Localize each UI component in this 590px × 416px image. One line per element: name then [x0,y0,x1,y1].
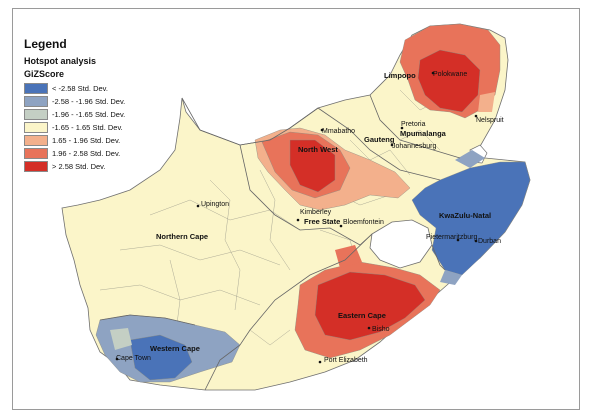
cape-town-marker [115,357,119,361]
label-western-cape: Western Cape [150,344,200,353]
legend-swatch [24,122,48,133]
legend: Legend Hotspot analysis GiZScore < -2.58… [24,37,125,173]
bloemfontein-marker [339,224,343,228]
coldspot-westerncape-core [129,334,193,381]
legend-item: -1.65 - 1.65 Std. Dev. [24,121,125,134]
legend-label: 1.65 - 1.96 Std. Dev. [52,136,121,145]
city-markers [115,71,478,364]
hotspot-easterncape-core [314,271,426,341]
legend-field-name: GiZScore [24,69,65,79]
label-gauteng: Gauteng [364,135,395,144]
label-johannesburg: Johannesburg [392,143,436,150]
label-pietermaritzburg: Pietermaritzburg [426,234,477,241]
johannesburg-marker [390,143,394,147]
label-upington: Upington [201,201,229,208]
lesotho [369,219,433,269]
label-northern-cape: Northern Cape [156,232,208,241]
coldspot-westerncape-light [110,328,132,350]
legend-label: 1.96 - 2.58 Std. Dev. [52,149,121,158]
legend-swatch [24,96,48,107]
hotspot-limpopo-fringe [478,92,495,112]
mmabatho-marker [320,128,324,132]
coldspot-kzn [411,161,531,276]
pietermaritzburg-marker [456,238,460,242]
polokwane-marker [431,71,435,75]
durban-marker [474,239,478,243]
kimberley-marker [296,218,300,222]
legend-swatch [24,161,48,172]
legend-swatch [24,83,48,94]
hotspot-limpopo-core [417,49,481,113]
label-mpumalanga: Mpumalanga [400,129,447,138]
label-durban: Durban [478,238,501,245]
label-pretoria: Pretoria [401,121,426,128]
legend-item: -2.58 - -1.96 Std. Dev. [24,95,125,108]
coldspot-kzn-fringe [455,150,485,168]
legend-label: -1.96 - -1.65 Std. Dev. [52,110,126,119]
bisho-marker [367,326,371,330]
legend-label: -2.58 - -1.96 Std. Dev. [52,97,126,106]
legend-item: > 2.58 Std. Dev. [24,160,125,173]
label-mmabatho: Mmabatho [322,128,355,135]
legend-label: < -2.58 Std. Dev. [52,84,108,93]
legend-swatch [24,148,48,159]
legend-items: < -2.58 Std. Dev. -2.58 - -1.96 Std. Dev… [24,82,125,173]
pretoria-marker [400,126,404,130]
legend-title: Legend [24,37,67,51]
label-north-west: North West [298,145,338,154]
nelspruit-marker [474,114,478,118]
label-bloemfontein: Bloemfontein [343,219,384,226]
legend-item: 1.65 - 1.96 Std. Dev. [24,134,125,147]
label-cape-town: Cape Town [116,355,151,362]
label-bisho: Bisho [372,326,390,333]
hotspot-northwest-core [289,139,336,193]
label-nelspruit: Nelspruit [476,117,504,124]
province-boundaries [99,94,461,391]
label-kimberley: Kimberley [300,209,332,216]
upington-marker [196,204,200,208]
legend-swatch [24,135,48,146]
legend-label: -1.65 - 1.65 Std. Dev. [52,123,123,132]
coldspot-kzn-south [440,270,462,285]
legend-item: 1.96 - 2.58 Std. Dev. [24,147,125,160]
legend-label: > 2.58 Std. Dev. [52,162,106,171]
label-port-elizabeth: Port Elizabeth [324,357,368,364]
label-eastern-cape: Eastern Cape [338,311,386,320]
label-polokwane: Polokwane [433,71,467,78]
label-kwazulu-natal: KwaZulu-Natal [439,211,491,220]
port-elizabeth-marker [318,360,322,364]
label-limpopo: Limpopo [384,71,416,80]
legend-item: -1.96 - -1.65 Std. Dev. [24,108,125,121]
label-free-state: Free State [304,217,340,226]
legend-item: < -2.58 Std. Dev. [24,82,125,95]
legend-swatch [24,109,48,120]
legend-layer-name: Hotspot analysis [24,56,97,66]
